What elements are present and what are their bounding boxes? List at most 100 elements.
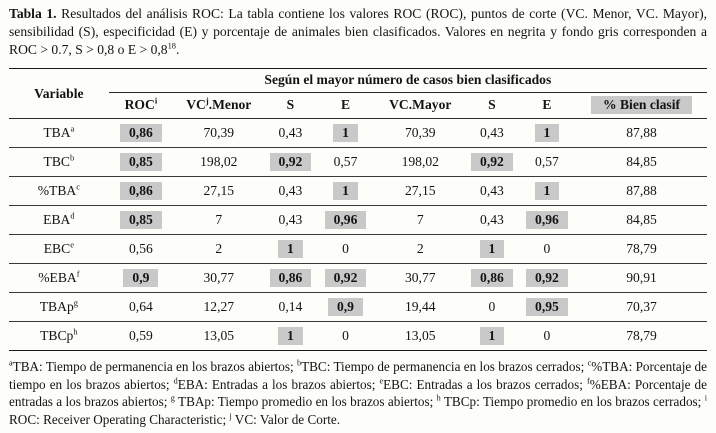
highlighted-value: 0,92 bbox=[324, 269, 367, 288]
value: 0 bbox=[543, 241, 551, 257]
highlighted-value: 1 bbox=[333, 182, 358, 201]
highlighted-value: 0,86 bbox=[120, 124, 162, 143]
value: 0,43 bbox=[278, 212, 303, 228]
value-cell: 0,43 bbox=[264, 206, 316, 235]
table-row: TBCph 0,59 13,05 1 0 13,05 1 0 78,79 bbox=[9, 322, 707, 351]
column-header-variable: Variable bbox=[9, 68, 109, 120]
value: 70,39 bbox=[404, 125, 436, 141]
value-cell: 0 bbox=[316, 322, 374, 351]
value: 90,91 bbox=[626, 270, 657, 286]
value-cell: 0,14 bbox=[264, 293, 316, 322]
value: 87,88 bbox=[626, 183, 657, 199]
column-header: ROCi bbox=[108, 92, 174, 120]
value-cell: 0,86 bbox=[109, 119, 173, 148]
highlighted-value: 0,86 bbox=[269, 269, 312, 288]
value-cell: 1 bbox=[316, 177, 374, 206]
value-cell: 87,88 bbox=[576, 177, 707, 206]
header-label: VC.Mayor bbox=[389, 97, 452, 113]
value: 0,14 bbox=[278, 299, 303, 315]
value-cell: 0,64 bbox=[109, 293, 173, 322]
value-cell: 1 bbox=[518, 177, 576, 206]
table-row: %EBAf 0,9 30,77 0,86 0,92 30,77 0,86 0,92 90,91 bbox=[9, 264, 707, 293]
value-cell: 2 bbox=[173, 235, 264, 264]
value-cell: 0 bbox=[316, 235, 374, 264]
value-cell: 30,77 bbox=[375, 264, 466, 293]
group-header: Según el mayor número de casos bien clas… bbox=[108, 68, 707, 94]
value-cell: 0 bbox=[518, 235, 576, 264]
value: 2 bbox=[416, 241, 424, 257]
value: 19,44 bbox=[404, 299, 436, 315]
value-cell: 87,88 bbox=[576, 119, 707, 148]
value: 0,57 bbox=[535, 154, 559, 170]
group-header-row: Variable Según el mayor número de casos … bbox=[9, 68, 707, 120]
header-label: E bbox=[340, 97, 351, 113]
value-cell: 0,96 bbox=[316, 206, 374, 235]
value-cell: 70,37 bbox=[576, 293, 707, 322]
value: 78,79 bbox=[626, 328, 657, 344]
table-row: TBCb 0,85 198,02 0,92 0,57 198,02 0,92 0,57 84,8… bbox=[9, 148, 707, 177]
value-cell: 78,79 bbox=[576, 235, 707, 264]
value-cell: 0,43 bbox=[264, 119, 316, 148]
highlighted-value: 1 bbox=[479, 240, 505, 259]
value-cell: 7 bbox=[375, 206, 466, 235]
value-cell: 0,43 bbox=[466, 177, 518, 206]
row-variable: EBCe bbox=[43, 239, 74, 257]
value-cell: 0,85 bbox=[109, 148, 173, 177]
value-cell: 70,39 bbox=[173, 119, 264, 148]
value-cell: 1 bbox=[466, 322, 518, 351]
value-cell: 84,85 bbox=[576, 206, 707, 235]
value: 0 bbox=[342, 241, 349, 257]
row-variable: TBAa bbox=[43, 123, 75, 141]
highlighted-value: 0,92 bbox=[526, 269, 568, 288]
value-cell: 13,05 bbox=[173, 322, 264, 351]
value: 0,43 bbox=[278, 125, 303, 141]
value-cell: 0,92 bbox=[466, 148, 518, 177]
value: 2 bbox=[215, 241, 223, 257]
value-cell: 0,9 bbox=[316, 293, 374, 322]
row-variable: TBCb bbox=[43, 152, 75, 170]
value: 27,15 bbox=[203, 183, 235, 199]
table-row: %TBAc 0,86 27,15 0,43 1 27,15 0,43 1 87,88 bbox=[9, 177, 707, 206]
value-cell: 7 bbox=[173, 206, 264, 235]
value-cell: 0,85 bbox=[109, 206, 173, 235]
value: 0 bbox=[543, 328, 551, 344]
value: 12,27 bbox=[203, 299, 235, 315]
value: 84,85 bbox=[626, 212, 657, 228]
value: 0 bbox=[488, 299, 496, 315]
value-cell: 1 bbox=[466, 235, 518, 264]
roc-results-table: Variable Según el mayor número de casos … bbox=[9, 68, 707, 352]
table-caption: Tabla 1. Resultados del análisis ROC: La… bbox=[9, 6, 707, 58]
value: 0,43 bbox=[480, 183, 504, 199]
value: 0,43 bbox=[278, 183, 303, 199]
value: 78,79 bbox=[626, 241, 657, 257]
value-cell: 90,91 bbox=[576, 264, 707, 293]
column-header: S bbox=[465, 92, 518, 120]
highlighted-value: 0,86 bbox=[120, 182, 162, 201]
highlighted-value: 0,92 bbox=[269, 153, 312, 172]
value: 0,43 bbox=[480, 125, 504, 141]
value-cell: 198,02 bbox=[173, 148, 264, 177]
value: 0,64 bbox=[129, 299, 153, 315]
header-label: S bbox=[488, 97, 496, 113]
highlighted-value: 1 bbox=[278, 327, 303, 346]
value-cell: 70,39 bbox=[375, 119, 466, 148]
value: 30,77 bbox=[404, 270, 436, 286]
value-cell: 0,96 bbox=[518, 206, 576, 235]
column-header: VCj.Menor bbox=[173, 92, 265, 120]
row-variable: TBApg bbox=[39, 297, 78, 315]
value-cell: 1 bbox=[264, 322, 316, 351]
highlighted-value: 1 bbox=[534, 124, 560, 143]
value-cell: 19,44 bbox=[375, 293, 466, 322]
value: 13,05 bbox=[203, 328, 235, 344]
value: 27,15 bbox=[404, 183, 436, 199]
column-header-row: ROCi VCj.Menor S E VC.Mayor S E % Bien clasif bbox=[9, 92, 707, 120]
table-row: TBAa 0,86 70,39 0,43 1 70,39 0,43 1 87,88 bbox=[9, 119, 707, 148]
footnotes: aTBA: Tiempo de permanencia en los brazo… bbox=[9, 358, 708, 427]
value-cell: 0 bbox=[466, 293, 518, 322]
value: 84,85 bbox=[626, 154, 657, 170]
value-cell: 12,27 bbox=[173, 293, 264, 322]
value: 70,37 bbox=[626, 299, 657, 315]
value-cell: 0,92 bbox=[264, 148, 316, 177]
value-cell: 13,05 bbox=[375, 322, 466, 351]
